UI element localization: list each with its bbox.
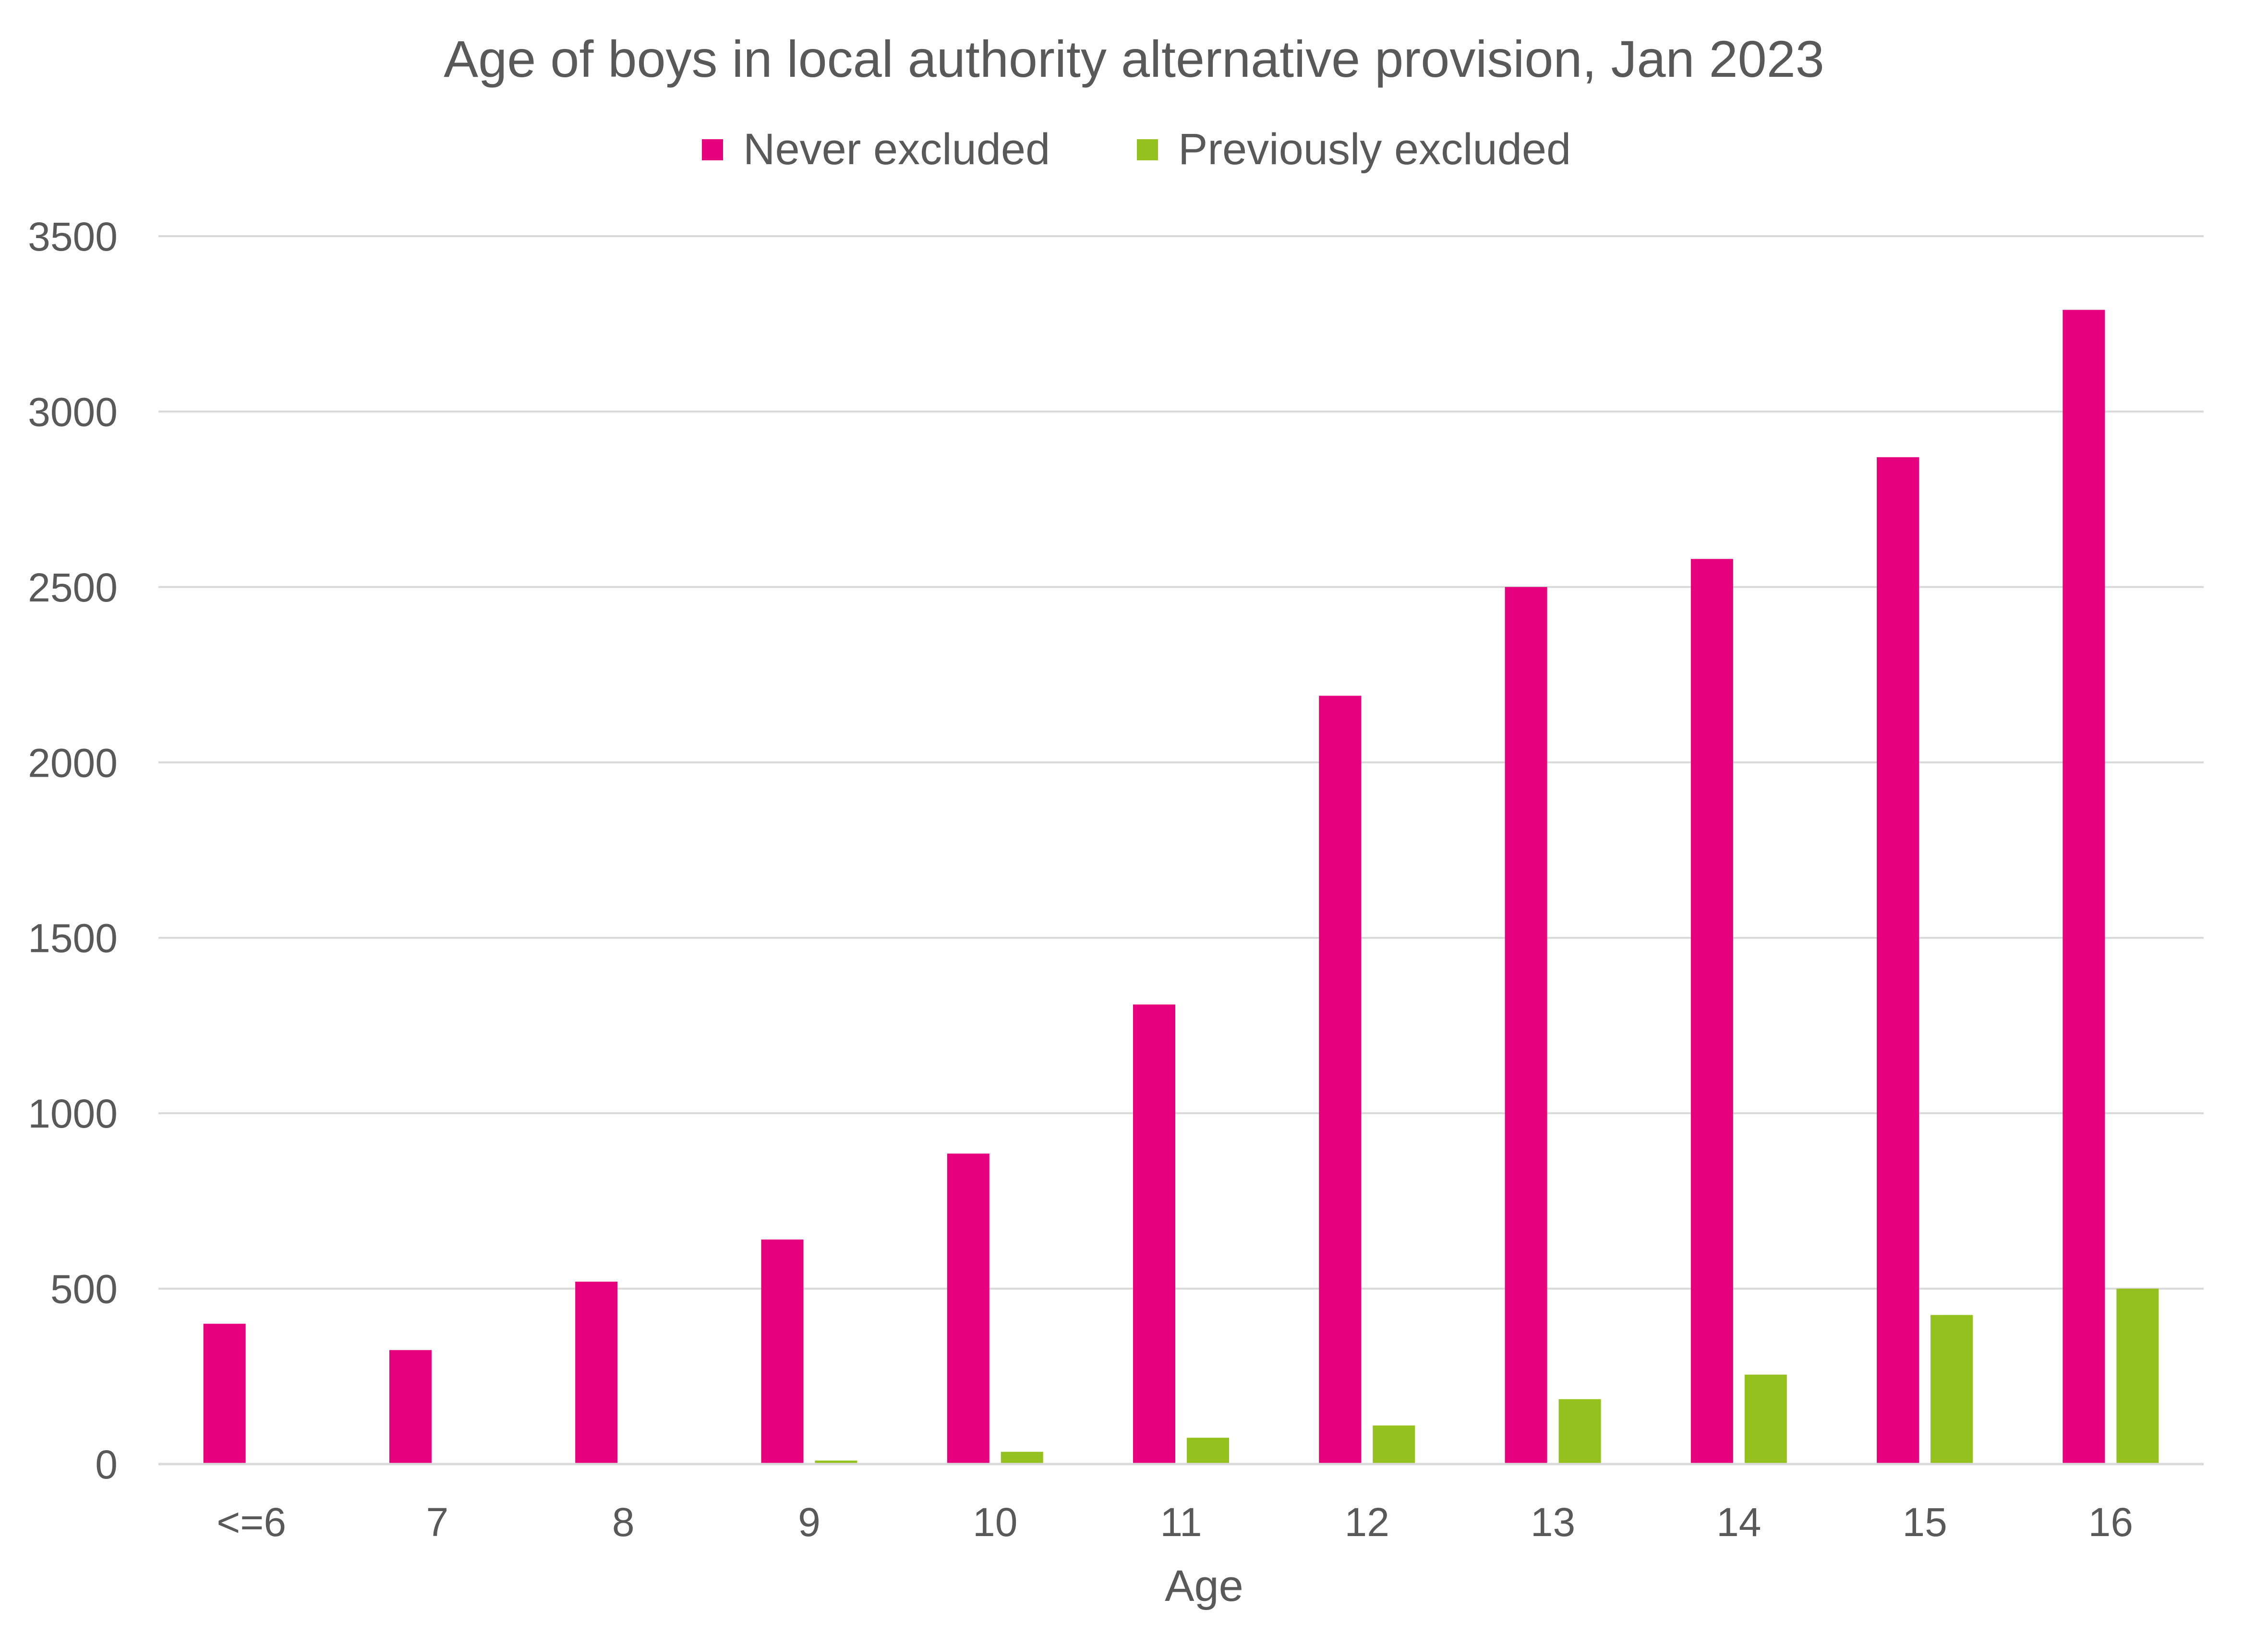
y-tick-label: 1000 <box>28 1091 118 1136</box>
legend-item-previously-excluded: Previously excluded <box>1137 125 1571 174</box>
x-tick-label: 11 <box>1160 1500 1202 1545</box>
x-tick-label: 12 <box>1345 1500 1389 1545</box>
bar-previously-excluded-11 <box>1187 1438 1229 1464</box>
x-tick-label: 10 <box>973 1500 1017 1545</box>
y-tick-label: 500 <box>50 1267 118 1312</box>
bar-never-excluded-12 <box>1319 696 1362 1464</box>
legend-swatch-never-excluded <box>702 139 723 160</box>
bar-previously-excluded-16 <box>2116 1288 2159 1464</box>
x-tick-label: 8 <box>612 1500 635 1545</box>
bar-never-excluded-6 <box>203 1323 246 1464</box>
bar-never-excluded-14 <box>1690 559 1733 1464</box>
bar-never-excluded-15 <box>1877 457 1919 1465</box>
x-tick-label: <=6 <box>217 1500 286 1545</box>
chart-title: Age of boys in local authority alternati… <box>444 30 1824 88</box>
x-tick-label: 14 <box>1716 1500 1761 1545</box>
bar-never-excluded-10 <box>947 1153 989 1464</box>
legend: Never excluded Previously excluded <box>702 125 1571 174</box>
y-tick-label: 2000 <box>28 740 118 785</box>
x-tick-label: 13 <box>1531 1500 1575 1545</box>
legend-swatch-previously-excluded <box>1137 139 1158 160</box>
bar-never-excluded-8 <box>575 1281 618 1464</box>
gridlines <box>158 235 2204 1290</box>
y-tick-label: 0 <box>95 1442 118 1487</box>
legend-label-never-excluded: Never excluded <box>743 125 1050 174</box>
y-tick-label: 3500 <box>28 214 118 259</box>
x-axis-ticks: <=6 7 8 9 10 11 12 13 14 15 16 <box>217 1500 2133 1545</box>
bar-previously-excluded-14 <box>1744 1374 1787 1464</box>
bar-previously-excluded-9 <box>815 1460 857 1464</box>
x-tick-label: 15 <box>1902 1500 1947 1545</box>
bar-never-excluded-16 <box>2063 310 2105 1464</box>
y-tick-label: 2500 <box>28 565 118 610</box>
bar-previously-excluded-12 <box>1373 1425 1415 1464</box>
legend-label-previously-excluded: Previously excluded <box>1178 125 1571 174</box>
bars <box>203 310 2159 1465</box>
bar-never-excluded-11 <box>1133 1004 1175 1464</box>
bar-previously-excluded-10 <box>1001 1452 1043 1464</box>
bar-previously-excluded-15 <box>1930 1315 1973 1464</box>
x-axis-title: Age <box>1165 1562 1243 1610</box>
x-tick-label: 9 <box>798 1500 820 1545</box>
y-tick-label: 3000 <box>28 389 118 434</box>
bar-never-excluded-9 <box>761 1239 804 1464</box>
x-tick-label: 16 <box>2088 1500 2133 1545</box>
x-tick-label: 7 <box>426 1500 449 1545</box>
legend-item-never-excluded: Never excluded <box>702 125 1050 174</box>
y-axis-ticks: 0 500 1000 1500 2000 2500 3000 3500 <box>28 214 118 1487</box>
bar-previously-excluded-13 <box>1558 1399 1601 1464</box>
bar-never-excluded-13 <box>1505 587 1547 1464</box>
y-tick-label: 1500 <box>28 916 118 961</box>
bar-never-excluded-7 <box>389 1350 432 1464</box>
